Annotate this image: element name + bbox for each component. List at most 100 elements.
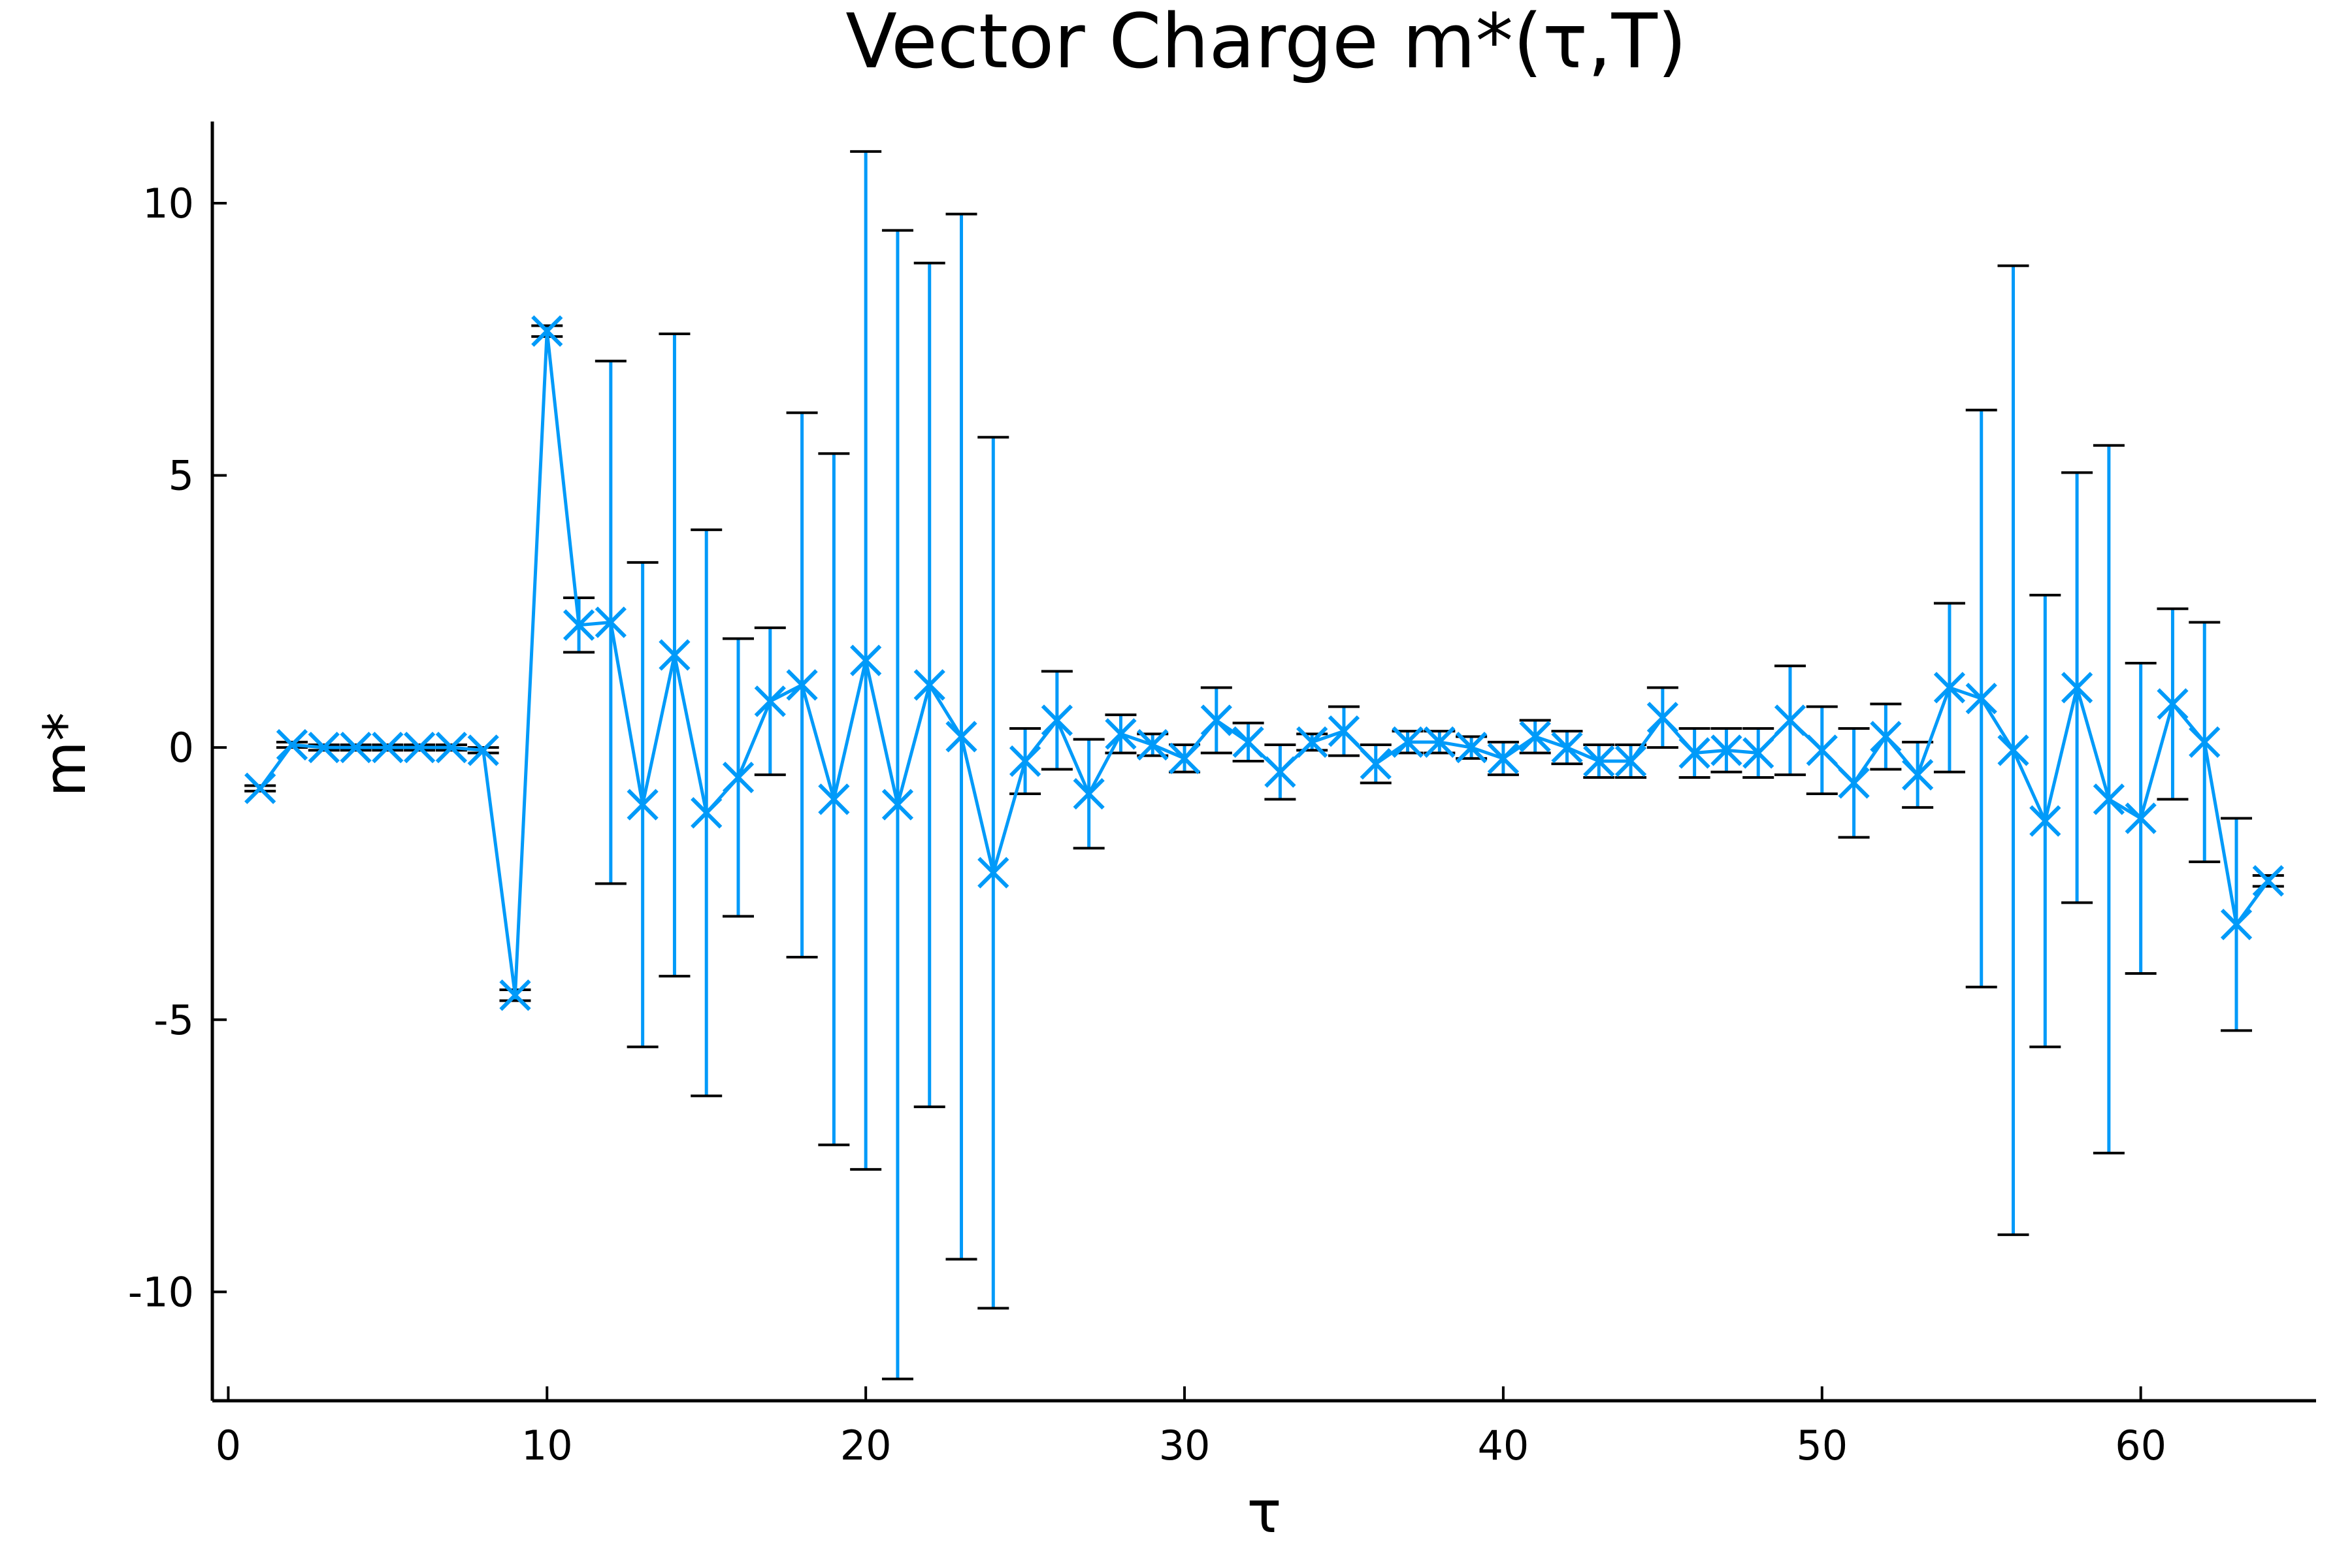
data-point: [2125, 802, 2157, 834]
data-point: [1296, 726, 1328, 758]
marker-stroke: [276, 728, 308, 761]
data-point: [244, 772, 276, 804]
marker-stroke: [945, 721, 977, 753]
chart-title: Vector Charge m*(τ,T): [845, 0, 1687, 86]
data-point: [1105, 718, 1137, 750]
x-tick-label: 20: [840, 1422, 892, 1469]
data-point: [1328, 715, 1360, 747]
y-tick-label: -5: [154, 996, 194, 1044]
marker-stroke: [467, 734, 499, 766]
marker-stroke: [913, 669, 945, 701]
marker-stroke: [1806, 734, 1838, 766]
data-point: [531, 315, 563, 347]
marker-stroke: [244, 772, 276, 804]
data-point: [786, 669, 818, 701]
marker-stroke: [1583, 745, 1615, 777]
marker-stroke: [722, 761, 755, 794]
data-point: [2157, 688, 2189, 720]
data-point: [1041, 704, 1073, 736]
x-tick-label: 50: [1796, 1422, 1848, 1469]
data-point: [435, 732, 468, 764]
marker-stroke: [499, 979, 531, 1011]
marker-stroke: [1933, 672, 1966, 704]
data-point: [308, 732, 340, 764]
marker-stroke: [1264, 756, 1296, 788]
data-point: [913, 669, 945, 701]
data-point: [1455, 732, 1488, 764]
data-point: [467, 734, 499, 766]
data-point: [1742, 737, 1774, 769]
data-point: [1009, 745, 1041, 777]
data-point: [1168, 742, 1201, 774]
marker-stroke: [1392, 726, 1424, 758]
data-point: [1678, 737, 1710, 769]
data-point: [1137, 728, 1169, 761]
marker-stroke: [531, 315, 563, 347]
data-point: [1902, 759, 1934, 791]
x-tick-label: 40: [1477, 1422, 1529, 1469]
data-point: [372, 732, 404, 764]
marker-stroke: [2061, 672, 2093, 704]
marker-stroke: [1902, 759, 1934, 791]
data-point: [403, 732, 436, 764]
marker-stroke: [340, 732, 372, 764]
data-point: [595, 606, 627, 638]
data-point: [499, 979, 531, 1011]
data-point: [2061, 672, 2093, 704]
data-point: [2252, 865, 2284, 897]
marker-stroke: [2029, 805, 2061, 837]
marker-stroke: [1487, 742, 1520, 774]
data-point: [945, 721, 977, 753]
marker-stroke: [1646, 702, 1678, 734]
marker-stroke: [1073, 777, 1105, 810]
x-axis-label: τ: [1247, 1478, 1282, 1546]
marker-stroke: [1997, 734, 2029, 766]
markers: [244, 315, 2284, 1011]
ticks: 0 10 20 30 40 50 60 -10 -5 0 5 10: [128, 180, 2166, 1469]
data-point: [1965, 683, 1997, 715]
data-point: [1646, 702, 1678, 734]
marker-stroke: [2157, 688, 2189, 720]
marker-stroke: [977, 857, 1009, 889]
data-point: [340, 732, 372, 764]
marker-stroke: [1774, 704, 1806, 736]
marker-stroke: [786, 669, 818, 701]
data-point: [627, 789, 659, 821]
data-point: [1870, 721, 1902, 753]
data-point: [1583, 745, 1615, 777]
marker-stroke: [659, 639, 691, 671]
marker-stroke: [308, 732, 340, 764]
marker-stroke: [1614, 745, 1647, 777]
marker-stroke: [2125, 802, 2157, 834]
marker-stroke: [1742, 737, 1774, 769]
data-point: [1487, 742, 1520, 774]
data-point: [754, 685, 786, 717]
marker-stroke: [1519, 721, 1551, 753]
y-tick-label: 5: [169, 452, 194, 500]
marker-stroke: [1041, 704, 1073, 736]
data-point: [818, 783, 850, 815]
data-point: [659, 639, 691, 671]
marker-stroke: [1710, 734, 1742, 766]
data-point: [1774, 704, 1806, 736]
data-point: [1360, 748, 1392, 780]
data-point: [1997, 734, 2029, 766]
data-point: [1200, 704, 1232, 736]
x-tick-label: 10: [521, 1422, 573, 1469]
marker-stroke: [1965, 683, 1997, 715]
marker-stroke: [2189, 726, 2221, 758]
y-tick-label: 10: [142, 180, 194, 227]
marker-stroke: [1551, 732, 1583, 764]
data-point: [2189, 726, 2221, 758]
data-point: [1551, 732, 1583, 764]
data-point: [2093, 783, 2125, 815]
marker-stroke: [1870, 721, 1902, 753]
marker-stroke: [691, 797, 723, 829]
marker-stroke: [1296, 726, 1328, 758]
data-point: [881, 789, 914, 821]
marker-stroke: [850, 644, 882, 676]
x-tick-label: 60: [2115, 1422, 2166, 1469]
marker-stroke: [2093, 783, 2125, 815]
y-tick-label: 0: [169, 724, 194, 772]
marker-stroke: [627, 789, 659, 821]
